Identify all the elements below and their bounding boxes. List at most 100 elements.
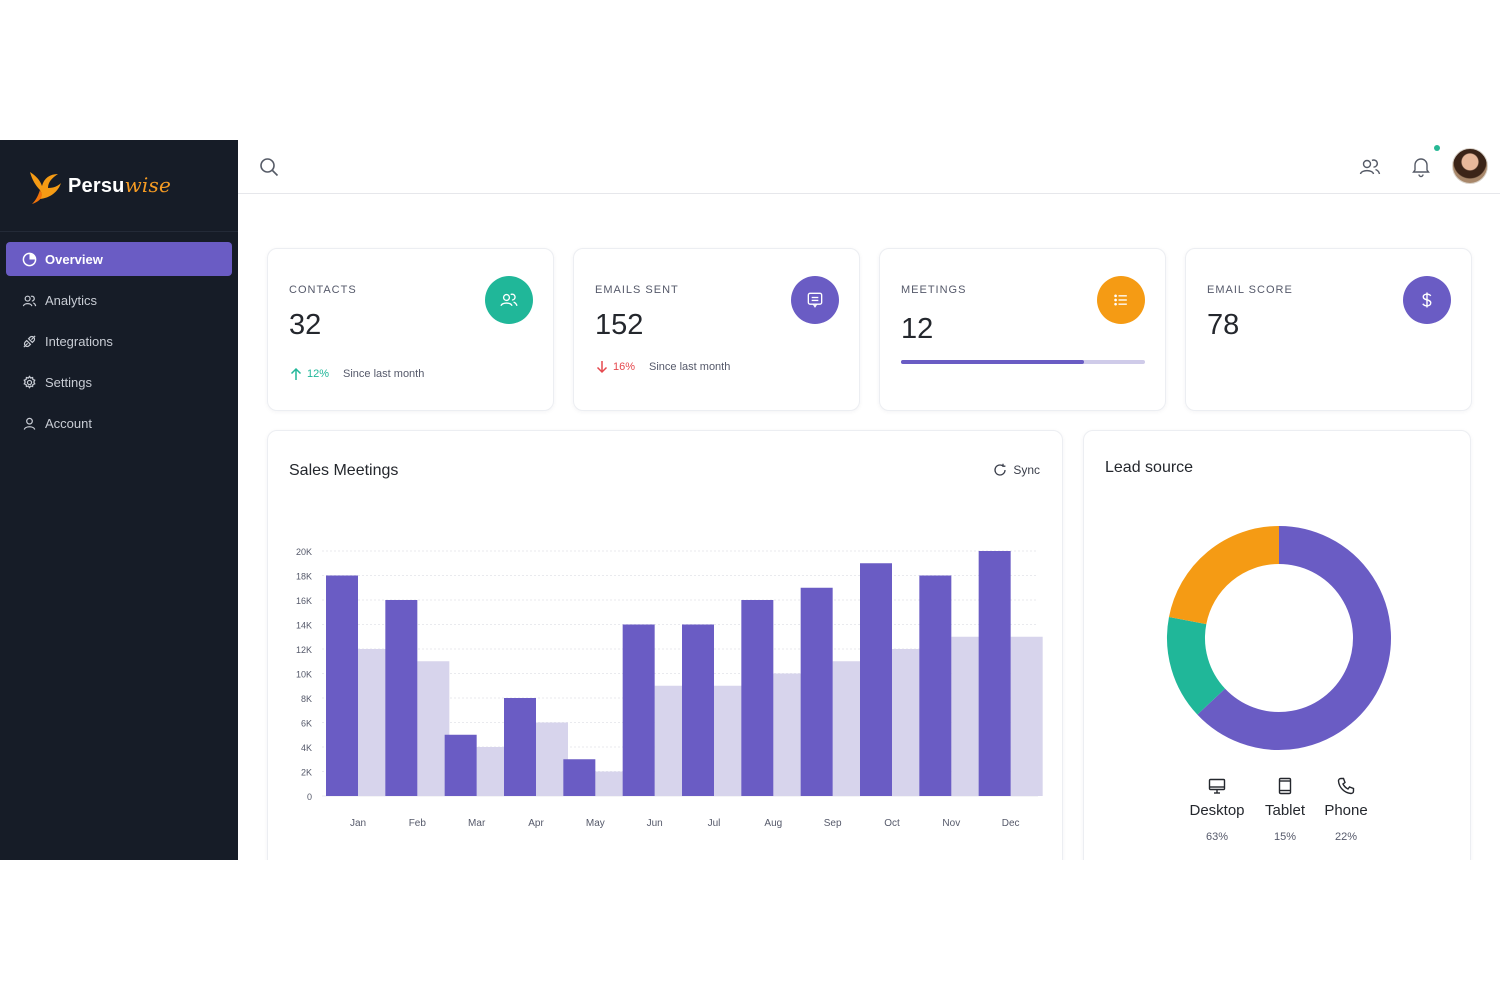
x-tick-label: Nov [942,818,960,829]
donut-slice-tablet [1167,617,1226,715]
x-tick-label: Dec [1002,818,1020,829]
bar-secondary [536,722,568,796]
bar-primary [682,624,714,796]
x-tick-label: Feb [409,818,427,829]
bar-primary [741,600,774,796]
desktop-icon [1208,778,1226,794]
sidebar: Persuwise Overview Analytics Integration… [0,140,238,860]
stat-value: 32 [289,309,322,341]
bar-primary [800,587,833,796]
message-icon [807,292,823,308]
bar-primary [563,759,596,796]
bar-secondary [1010,636,1043,796]
bar-primary [919,575,952,796]
bar-secondary [476,747,509,796]
sidebar-item-analytics[interactable]: Analytics [6,283,232,317]
search-icon[interactable] [258,156,280,178]
arrow-down-icon [596,361,608,374]
y-tick-label: 6K [301,719,312,729]
bar-secondary [832,661,865,796]
y-tick-label: 4K [301,743,312,753]
user-icon [23,417,36,430]
y-tick-label: 2K [301,768,312,778]
pie-chart-icon [22,252,37,266]
sidebar-item-label: Settings [45,374,92,390]
donut-slice-desktop [1197,526,1391,750]
trend-indicator: 12% Since last month [289,367,424,381]
stat-icon-badge [1097,276,1145,324]
main-content: CONTACTS 32 12% Since last month EMAILS … [238,140,1500,860]
top-bar [238,140,1500,194]
y-tick-label: 18K [296,572,312,582]
legend-name: Desktop [1189,802,1245,819]
meetings-progress-bar [901,360,1145,364]
stat-card-contacts: CONTACTS 32 12% Since last month [267,248,554,411]
x-tick-label: May [586,818,605,829]
legend-desktop: Desktop 63% [1182,776,1252,843]
bell-icon[interactable] [1409,154,1433,178]
y-tick-label: 12K [296,645,312,655]
legend-percent: 63% [1205,831,1229,843]
y-tick-label: 16K [296,596,312,606]
y-tick-label: 10K [296,670,312,680]
legend-tablet: Tablet 15% [1250,776,1320,843]
stat-icon-badge [791,276,839,324]
stat-label: EMAIL SCORE [1207,284,1293,296]
trend-text: Since last month [343,368,425,380]
bar-primary [385,600,418,796]
x-tick-label: Oct [884,818,900,829]
bar-primary [622,624,655,796]
progress-fill [901,360,1084,364]
stat-value: 152 [595,309,644,341]
card-title: Sales Meetings [289,462,399,479]
stat-card-email-score: EMAIL SCORE 78 [1185,248,1472,411]
refresh-icon [994,463,1006,476]
bar-primary [978,551,1011,796]
legend-percent: 22% [1334,831,1358,843]
avatar[interactable] [1452,148,1488,184]
bar-primary [326,575,358,796]
integrations-icon [23,334,36,348]
sidebar-item-label: Overview [45,251,103,267]
bar-secondary [595,771,628,796]
brand-logo[interactable]: Persuwise [0,140,238,232]
sidebar-item-label: Integrations [45,333,113,349]
sidebar-item-overview[interactable]: Overview [6,242,232,276]
legend-name: Tablet [1264,802,1306,819]
y-tick-label: 20K [296,547,312,557]
bar-secondary [892,649,924,796]
bird-logo-icon [30,171,61,204]
brand-name: Persuwise [68,173,172,197]
x-tick-label: Jan [350,818,366,829]
card-title: Lead source [1105,459,1194,476]
bar-secondary [714,685,746,796]
users-icon[interactable] [1358,155,1382,179]
x-tick-label: Aug [764,818,782,829]
bar-secondary [358,649,390,796]
bar-secondary [654,685,687,796]
stat-value: 12 [901,313,934,345]
y-tick-label: 0 [307,792,312,802]
sync-button[interactable]: Sync [993,463,1040,477]
x-tick-label: Jun [647,818,663,829]
bar-secondary [773,673,806,796]
stat-card-emails-sent: EMAILS SENT 152 16% Since last month [573,248,860,411]
bar-chart: 0 2K 4K 6K 8K 10K 12K 14K 16K 18K 20K Jan Feb Mar Apr M… [296,547,1043,829]
users-icon [500,293,518,307]
stat-label: MEETINGS [901,284,967,296]
trend-percent: 16% [613,361,636,373]
bar-primary [444,734,477,796]
sidebar-nav: Overview Analytics Integrations Settings… [0,232,238,440]
stat-value: 78 [1207,309,1240,341]
sidebar-item-account[interactable]: Account [6,406,232,440]
arrow-up-icon [290,367,302,380]
tablet-icon [1278,777,1292,795]
bar-primary [504,698,536,796]
notification-dot [1434,145,1440,151]
sidebar-item-settings[interactable]: Settings [6,365,232,399]
sidebar-item-integrations[interactable]: Integrations [6,324,232,358]
trend-text: Since last month [649,361,731,373]
x-tick-label: Sep [824,818,842,829]
gear-icon [23,374,36,389]
sync-label: Sync [1013,463,1040,477]
